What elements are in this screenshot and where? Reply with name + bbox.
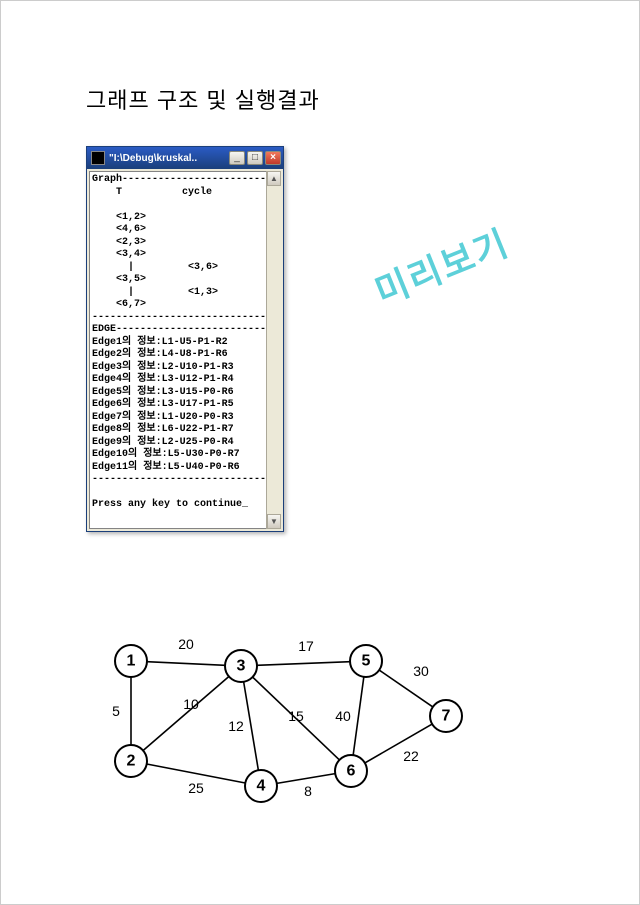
- close-button[interactable]: ×: [265, 151, 281, 165]
- scrollbar[interactable]: ▲ ▼: [266, 171, 281, 529]
- cmd-icon: [91, 151, 105, 165]
- console-window: "I:\Debug\kruskal.. _ □ × Graph---------…: [86, 146, 284, 532]
- page-title: 그래프 구조 및 실행결과: [86, 83, 320, 115]
- scroll-up-button[interactable]: ▲: [267, 171, 281, 186]
- edge-weight-3-4: 12: [228, 718, 244, 734]
- console-inner: Graph------------------------ T cycle <1…: [89, 171, 281, 529]
- edge-weight-5-6: 40: [335, 708, 351, 724]
- node-label-3: 3: [237, 658, 246, 675]
- graph-diagram: 1234567 20510251215178403022: [91, 621, 491, 821]
- edge-weight-5-7: 30: [413, 663, 429, 679]
- edge-weight-6-7: 22: [403, 748, 419, 764]
- node-label-4: 4: [257, 778, 266, 795]
- node-label-1: 1: [127, 653, 136, 670]
- titlebar: "I:\Debug\kruskal.. _ □ ×: [87, 147, 283, 169]
- edge-weight-3-5: 17: [298, 638, 314, 654]
- console-output: Graph------------------------ T cycle <1…: [90, 172, 280, 528]
- window-title: "I:\Debug\kruskal..: [109, 153, 229, 164]
- edge-3-5: [257, 662, 350, 666]
- node-label-6: 6: [347, 763, 356, 780]
- edge-1-3: [147, 662, 225, 666]
- graph-svg: 1234567 20510251215178403022: [91, 621, 491, 821]
- watermark: 미리보기: [366, 215, 516, 316]
- minimize-button[interactable]: _: [229, 151, 245, 165]
- edge-weight-1-2: 5: [112, 703, 120, 719]
- edge-5-6: [353, 677, 364, 755]
- edge-4-6: [277, 774, 335, 784]
- node-label-7: 7: [442, 708, 451, 725]
- node-label-5: 5: [362, 653, 371, 670]
- edge-weight-1-3: 20: [178, 636, 194, 652]
- edge-weight-4-6: 8: [304, 783, 312, 799]
- edge-weight-2-3: 10: [183, 696, 199, 712]
- edge-6-7: [365, 724, 432, 763]
- maximize-button[interactable]: □: [247, 151, 263, 165]
- edge-weight-3-6: 15: [288, 708, 304, 724]
- edge-2-3: [143, 676, 229, 750]
- edge-3-4: [244, 682, 259, 770]
- edge-weight-2-4: 25: [188, 780, 204, 796]
- scroll-down-button[interactable]: ▼: [267, 514, 281, 529]
- graph-edges: [131, 662, 433, 784]
- node-label-2: 2: [127, 753, 136, 770]
